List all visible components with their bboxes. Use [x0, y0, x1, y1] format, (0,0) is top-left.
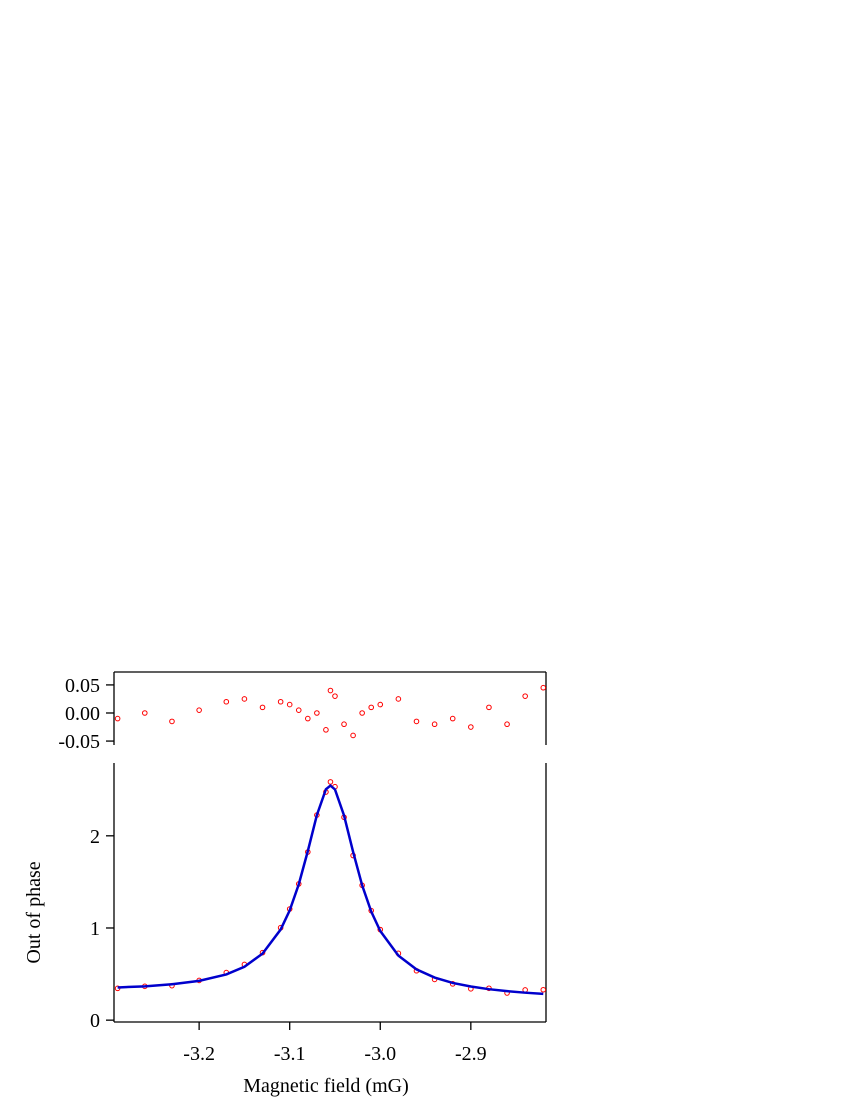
data-point [196, 707, 202, 713]
data-point [277, 698, 284, 705]
data-point [350, 732, 356, 739]
data-point [341, 721, 347, 728]
data-point [169, 718, 175, 725]
data-point [522, 693, 528, 699]
data-point [259, 704, 266, 711]
y-tick-label: 2 [90, 826, 100, 848]
y-tick-label: 0.05 [65, 675, 100, 697]
data-point [327, 779, 334, 785]
data-point [141, 710, 148, 716]
data-point [359, 710, 365, 716]
data-point [395, 696, 402, 702]
data-point [540, 986, 547, 993]
data-point [368, 704, 375, 711]
data-point [377, 701, 384, 708]
data-point [431, 721, 438, 728]
x-tick-label: -3.1 [274, 1043, 306, 1065]
y-tick-label: 0.00 [65, 703, 100, 725]
y-tick-label: 0 [90, 1010, 100, 1032]
data-point [305, 715, 311, 722]
data-point [413, 718, 420, 725]
data-point [540, 684, 547, 691]
data-point [504, 721, 510, 728]
x-tick-label: -3.0 [364, 1043, 396, 1065]
data-point [286, 701, 293, 708]
data-point [486, 704, 492, 711]
x-tick-label: -3.2 [183, 1043, 215, 1065]
y-axis-label: Out of phase [23, 861, 45, 963]
data-point [332, 693, 338, 699]
data-point [468, 724, 474, 730]
data-point [114, 715, 121, 722]
fit-line [117, 783, 544, 996]
y-tick-label: 1 [90, 918, 100, 940]
y-tick-label: -0.05 [58, 731, 100, 753]
data-point [323, 727, 329, 733]
data-point [295, 707, 302, 713]
data-point [241, 696, 248, 702]
data-point [449, 715, 456, 722]
x-tick-label: -2.9 [455, 1043, 487, 1065]
x-axis-label: Magnetic field (mG) [243, 1075, 409, 1097]
data-point [223, 698, 230, 705]
data-point [327, 687, 334, 694]
data-point [314, 710, 320, 716]
